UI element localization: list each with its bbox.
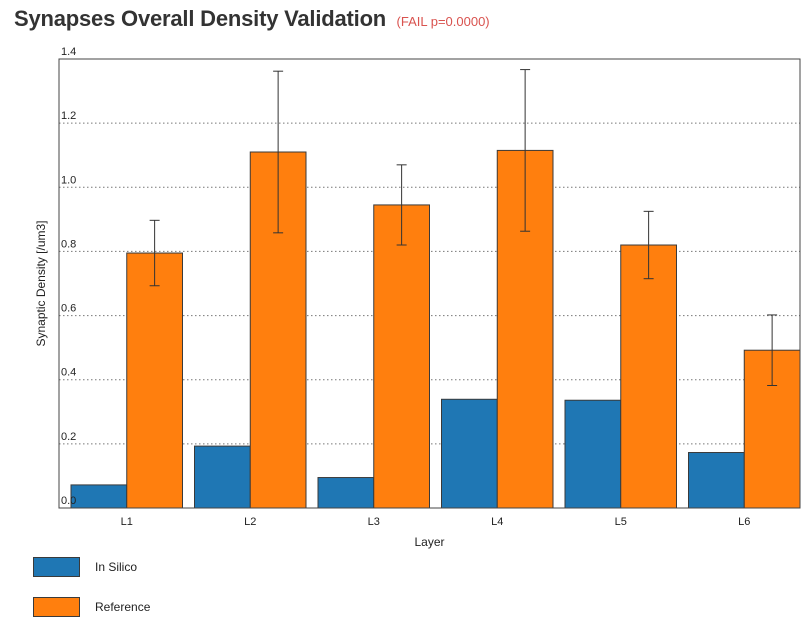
status-badge: (FAIL p=0.0000) [396,14,490,29]
error-bar-l2 [273,70,284,234]
bar-in-silico-l5 [564,399,622,509]
y-tick-label: 0.8 [61,238,76,250]
x-tick-label: L6 [738,516,750,528]
y-tick-labels: 0.0 0.2 0.4 0.6 0.8 1.0 1.2 1.4 [61,46,76,507]
y-tick-label: 0.4 [61,367,76,379]
error-bar-l5 [643,210,654,280]
x-tick-label: L4 [491,516,503,528]
error-bar-l6 [767,314,778,386]
error-bars [149,69,778,386]
bar-chart: 0.0 0.2 0.4 0.6 0.8 1.0 1.2 1.4 L1 L2 L3 L4 L5 L6 La… [34,46,801,549]
x-tick-labels: L1 L2 L3 L4 L5 L6 [121,516,751,528]
legend-item-in-silico: In Silico [33,557,137,577]
legend-swatch-reference [33,597,80,617]
legend-item-reference: Reference [33,597,150,617]
y-tick-label: 0.0 [61,495,76,507]
bar-in-silico-l2 [194,445,251,509]
y-axis-label: Synaptic Density [/um3] [34,220,48,346]
y-tick-label: 1.4 [61,46,76,58]
x-tick-label: L5 [615,516,627,528]
bar-in-silico-l4 [441,398,498,509]
x-axis-label: Layer [414,535,444,549]
x-tick-label: L2 [244,516,256,528]
legend-label-in-silico: In Silico [95,560,138,574]
x-tick-label: L1 [121,516,133,528]
y-tick-label: 1.0 [61,174,76,186]
bar-in-silico-l3 [317,477,375,509]
chart-title: Synapses Overall Density Validation [14,6,387,31]
x-tick-label: L3 [368,516,380,528]
y-tick-label: 0.6 [61,303,76,315]
bar-in-silico-l6 [688,452,745,509]
bars [70,149,801,509]
plot-frame [58,58,801,509]
error-bar-l4 [520,69,531,232]
y-tick-label: 1.2 [61,110,76,122]
bar-reference-l5 [620,244,677,509]
legend-swatch-in-silico [33,557,80,577]
bar-in-silico-l1 [70,484,128,509]
title-row: Synapses Overall Density Validation (FAI… [14,6,490,32]
error-bar-l3 [396,164,407,246]
legend-label-reference: Reference [95,600,151,614]
bar-reference-l1 [126,252,183,509]
y-tick-label: 0.2 [61,431,76,443]
error-bar-l1 [149,219,160,287]
bar-reference-l3 [373,204,430,509]
